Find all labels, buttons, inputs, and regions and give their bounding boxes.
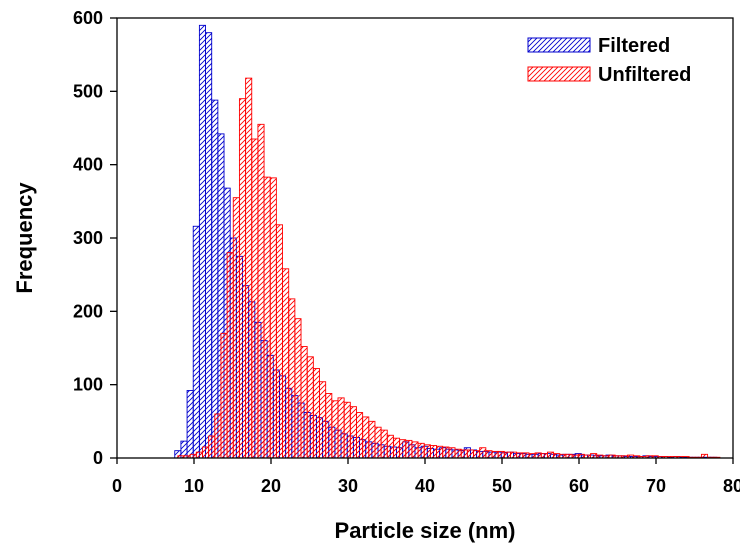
unfiltered-bar — [331, 400, 339, 459]
filtered-bar — [205, 32, 213, 459]
unfiltered-bar — [466, 449, 474, 459]
unfiltered-bar — [454, 448, 462, 459]
unfiltered-bar — [485, 450, 493, 459]
unfiltered-bar — [423, 444, 431, 459]
legend: Filtered Unfiltered — [527, 35, 691, 86]
unfiltered-bar — [386, 434, 394, 459]
unfiltered-bar — [356, 412, 364, 459]
unfiltered-bar — [300, 346, 308, 459]
x-tick-label: 30 — [338, 476, 358, 496]
x-tick-label: 40 — [415, 476, 435, 496]
unfiltered-bar — [214, 413, 222, 459]
filtered-bar — [192, 225, 200, 459]
unfiltered-bar — [553, 453, 561, 459]
unfiltered-bar — [411, 441, 419, 459]
x-axis-label: Particle size (nm) — [335, 518, 516, 543]
unfiltered-bar — [282, 268, 290, 459]
unfiltered-bar — [448, 447, 456, 459]
unfiltered-bar — [368, 420, 376, 459]
unfiltered-bar — [516, 452, 524, 459]
y-tick-label: 400 — [73, 155, 103, 175]
unfiltered-bar — [232, 197, 240, 459]
legend-label-filtered: Filtered — [598, 35, 670, 57]
unfiltered-bar — [522, 452, 530, 459]
unfiltered-bar — [238, 98, 247, 459]
unfiltered-bar — [220, 332, 228, 459]
unfiltered-bar — [392, 437, 401, 459]
unfiltered-bar — [294, 318, 302, 459]
unfiltered-bar — [319, 381, 327, 459]
y-tick-label: 0 — [93, 448, 103, 468]
x-tick-label: 70 — [646, 476, 666, 496]
filtered-bar — [211, 99, 219, 459]
unfiltered-bar — [399, 439, 407, 459]
y-tick-label: 100 — [73, 375, 103, 395]
unfiltered-bar — [202, 446, 210, 459]
legend-label-unfiltered: Unfiltered — [598, 64, 691, 86]
unfiltered-bar — [374, 426, 382, 459]
unfiltered-bar — [546, 451, 555, 459]
y-tick-label: 300 — [73, 228, 103, 248]
unfiltered-bar — [343, 401, 351, 459]
filtered-bar — [198, 24, 206, 459]
unfiltered-bar — [405, 439, 413, 459]
unfiltered-bar — [491, 450, 499, 459]
unfiltered-bar — [208, 435, 216, 459]
unfiltered-bar — [380, 429, 388, 459]
unfiltered-bar — [510, 451, 518, 459]
filtered-bar — [186, 390, 194, 459]
unfiltered-bar — [429, 445, 438, 459]
unfiltered-bar — [417, 442, 425, 459]
y-axis: 0 100 200 300 400 500 600 — [73, 8, 117, 468]
unfiltered-bar — [312, 368, 320, 459]
y-tick-label: 600 — [73, 8, 103, 28]
unfiltered-bar — [503, 451, 511, 459]
unfiltered-bar — [442, 446, 450, 459]
unfiltered-bar — [251, 138, 259, 459]
unfiltered-bar — [534, 452, 542, 459]
y-tick-label: 500 — [73, 81, 103, 101]
x-tick-label: 60 — [569, 476, 589, 496]
x-tick-label: 0 — [112, 476, 122, 496]
unfiltered-bar — [479, 447, 487, 459]
x-tick-label: 50 — [492, 476, 512, 496]
unfiltered-bar — [288, 298, 296, 459]
x-tick-label: 80 — [723, 476, 740, 496]
unfiltered-bar — [195, 451, 203, 459]
unfiltered-bar — [590, 453, 598, 459]
unfiltered-bar — [226, 252, 234, 459]
x-axis: 0 10 20 30 40 50 60 70 80 — [112, 458, 740, 496]
unfiltered-bar — [460, 449, 468, 459]
legend-swatch-unfiltered — [527, 66, 591, 82]
unfiltered-bar — [528, 453, 536, 459]
legend-swatch-filtered — [527, 37, 591, 53]
series-unfiltered-bars — [177, 77, 721, 459]
unfiltered-bar — [497, 450, 505, 459]
unfiltered-bar — [263, 176, 271, 459]
unfiltered-bar — [257, 123, 265, 459]
unfiltered-bar — [337, 397, 345, 459]
unfiltered-bar — [269, 177, 277, 459]
unfiltered-bar — [349, 406, 357, 459]
y-axis-label: Frequency — [12, 182, 37, 294]
unfiltered-bar — [306, 356, 314, 459]
y-tick-label: 200 — [73, 301, 103, 321]
unfiltered-bar — [275, 224, 284, 459]
unfiltered-bar — [473, 450, 481, 459]
x-tick-label: 20 — [261, 476, 281, 496]
unfiltered-bar — [325, 393, 333, 459]
unfiltered-bar — [540, 453, 548, 459]
x-tick-label: 10 — [184, 476, 204, 496]
unfiltered-bar — [362, 416, 370, 459]
unfiltered-bar — [245, 77, 253, 459]
unfiltered-bar — [436, 445, 444, 459]
